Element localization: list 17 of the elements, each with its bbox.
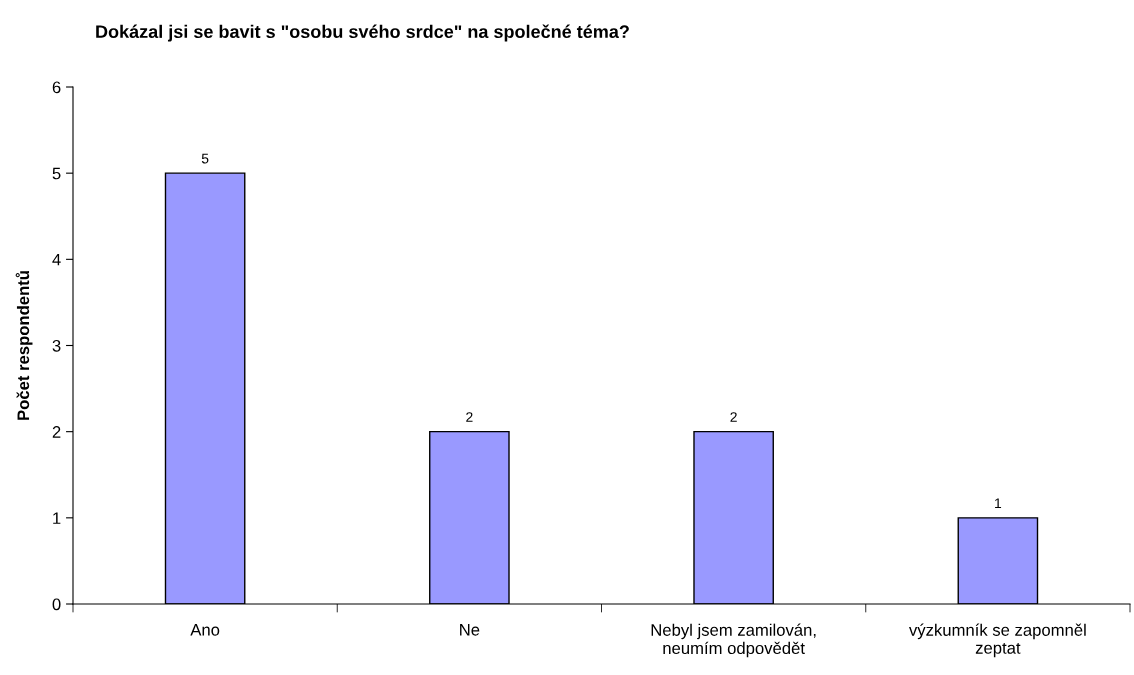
x-tick-label: Ano bbox=[190, 624, 220, 636]
y-tick-label: 5 bbox=[52, 167, 61, 180]
y-tick-label: 2 bbox=[52, 426, 61, 438]
x-tick-label: výzkumník se zapomněl zeptat bbox=[909, 623, 1086, 658]
y-tick-label: 4 bbox=[52, 253, 61, 266]
chart-title: Dokázal jsi se bavit s "osobu svého srdce" na společné téma? bbox=[96, 24, 629, 42]
y-tick-label: 6 bbox=[52, 81, 61, 94]
x-tick-label: Ne bbox=[460, 624, 480, 636]
y-tick-label: 1 bbox=[53, 512, 61, 524]
data-label: 5 bbox=[201, 153, 209, 164]
data-label: 2 bbox=[730, 412, 737, 422]
y-tick-label: 3 bbox=[52, 339, 61, 352]
y-tick-label: 0 bbox=[52, 598, 61, 611]
data-label: 1 bbox=[995, 498, 1002, 509]
x-tick-label: Nebyl jsem zamilován, neumím odpovědět bbox=[651, 623, 816, 658]
data-label: 2 bbox=[466, 412, 473, 422]
y-axis-title: Počet respondentů bbox=[15, 271, 33, 420]
